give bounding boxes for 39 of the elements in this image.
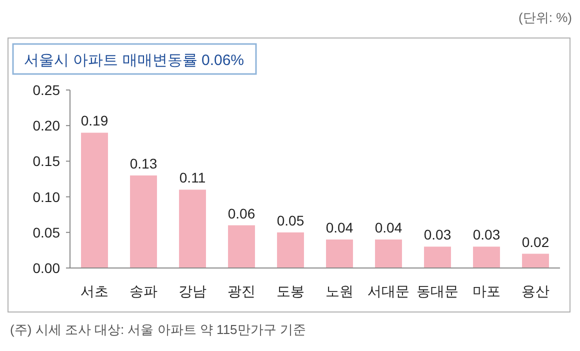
bar	[326, 240, 353, 268]
x-tick-label: 송파	[130, 283, 158, 299]
bar	[277, 232, 304, 268]
text: (주) 시세 조사 대상: 서울 아파트 약 115만가구 기준	[10, 322, 306, 337]
data-label: 0.02	[522, 234, 550, 250]
text: (단위: %)	[518, 10, 572, 25]
x-tick-label: 도봉	[276, 283, 304, 299]
x-tick-label: 노원	[326, 283, 354, 299]
x-tick-label: 용산	[522, 283, 550, 299]
data-label: 0.03	[424, 226, 452, 243]
x-tick-label: 동대문	[416, 283, 458, 299]
data-label: 0.06	[228, 205, 256, 222]
data-label: 0.05	[276, 212, 304, 228]
data-label: 0.03	[472, 226, 500, 243]
y-tick-label: 0.15	[32, 153, 60, 170]
y-tick-label: 0.20	[32, 118, 60, 134]
data-label: 0.04	[374, 220, 402, 236]
x-tick-label: 서대문	[368, 283, 410, 299]
data-label: 0.11	[179, 170, 206, 186]
bar	[228, 225, 255, 268]
bar	[81, 132, 108, 268]
data-label: 0.13	[130, 155, 158, 172]
bar	[179, 190, 206, 268]
x-tick-label: 서초	[80, 283, 108, 299]
data-label: 0.19	[80, 112, 108, 129]
x-tick-label: 마포	[472, 283, 500, 299]
bar	[522, 254, 549, 268]
bar	[473, 246, 500, 268]
x-tick-label: 강남	[178, 283, 206, 299]
bar	[424, 246, 451, 268]
x-tick-label: 광진	[228, 283, 256, 299]
y-tick-label: 0.25	[32, 82, 60, 98]
bar	[375, 240, 402, 268]
y-tick-label: 0.00	[32, 260, 60, 276]
y-tick-label: 0.10	[32, 188, 60, 205]
data-label: 0.04	[326, 220, 354, 236]
y-tick-label: 0.05	[32, 224, 60, 240]
chart-title: 서울시 아파트 매매변동률 0.06%	[24, 52, 244, 69]
bar	[130, 175, 157, 268]
